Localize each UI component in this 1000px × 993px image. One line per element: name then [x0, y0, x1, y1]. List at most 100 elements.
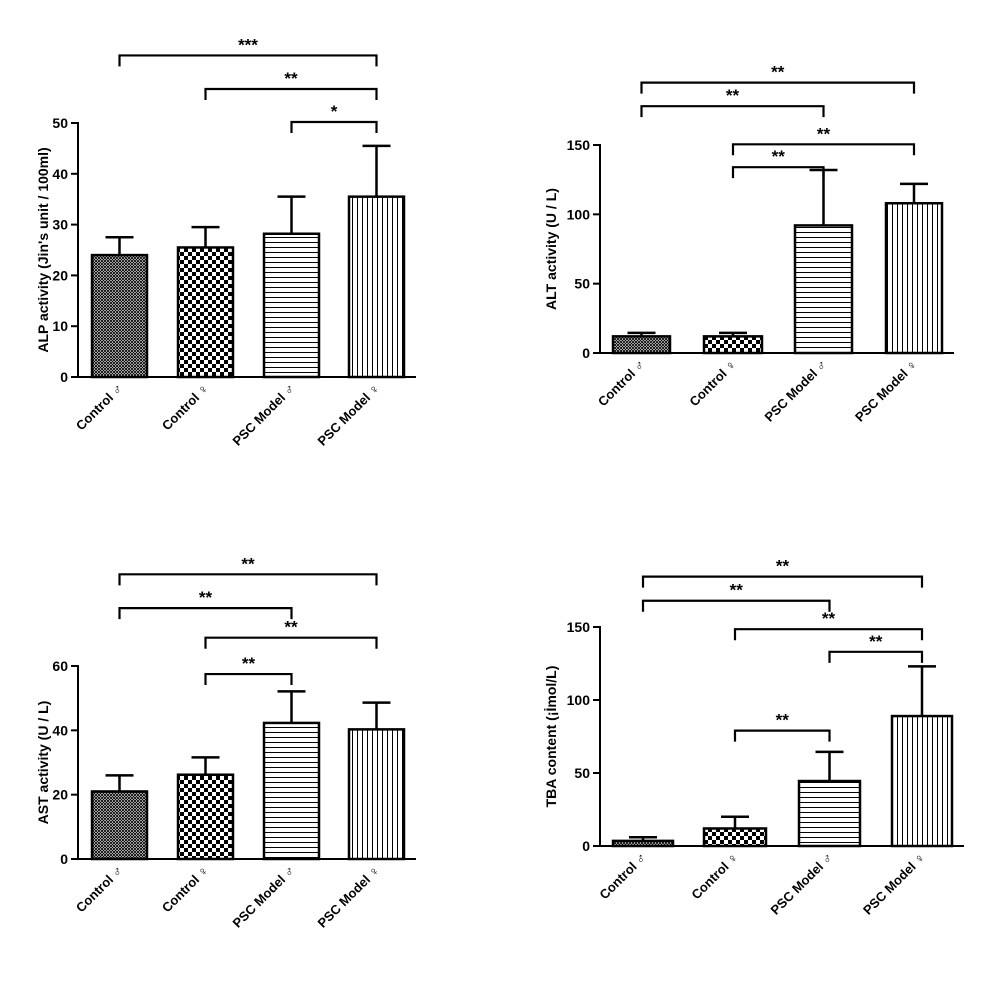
- tba-y-tick-label: 150: [567, 619, 591, 635]
- alp-y-tick-label: 40: [52, 166, 68, 182]
- alp-y-tick-label: 20: [52, 267, 68, 283]
- alp-significance-bracket: [290, 120, 378, 133]
- alt-significance-bracket: [640, 81, 916, 94]
- alp-significance-bracket: [118, 54, 378, 67]
- alt-category-label: PSC Model ♀: [852, 357, 920, 425]
- ast-chart-panel: 0 20 40 60 AST activity (U / L) Control ♂ Cont…: [35, 554, 416, 931]
- ast-error-bar-3: [362, 701, 391, 730]
- tba-y-tick-label: 100: [567, 692, 591, 708]
- alp-y-tick-label: 30: [52, 217, 68, 233]
- alt-error-bar-2: [809, 168, 838, 226]
- tba-category-label: PSC Model ♀: [860, 850, 928, 918]
- ast-bar-2: [262, 721, 321, 861]
- tba-y-tick-label: 50: [574, 765, 590, 781]
- alt-bar-2: [793, 224, 854, 355]
- ast-category-label: PSC Model ♂: [230, 863, 298, 931]
- ast-category-label: PSC Model ♀: [315, 863, 383, 931]
- tba-category-label: Control ♂: [596, 850, 649, 903]
- tba-significance-bracket: [733, 729, 831, 742]
- tba-significance-bracket: [641, 575, 924, 588]
- alp-y-tick-label: 0: [60, 369, 68, 385]
- tba-bar-3: [890, 714, 954, 848]
- ast-significance-bracket: [118, 607, 293, 620]
- alp-significance-label: *: [331, 102, 338, 121]
- alt-category-label: PSC Model ♂: [762, 357, 830, 425]
- alt-y-tick-label: 150: [567, 137, 591, 153]
- alt-category-label: Control ♀: [686, 357, 739, 410]
- ast-y-tick-label: 0: [60, 851, 68, 867]
- alt-error-bar-1: [719, 331, 747, 337]
- tba-bar-1: [702, 827, 768, 848]
- alp-y-tick-label: 10: [52, 318, 68, 334]
- tba-bar-0: [611, 839, 675, 848]
- alt-significance-label: **: [726, 86, 740, 105]
- ast-y-tick-label: 20: [52, 787, 68, 803]
- tba-significance-label: **: [869, 632, 883, 651]
- tba-error-bar-2: [815, 750, 844, 782]
- tba-y-tick-label: 0: [582, 838, 590, 854]
- alp-significance-label: ***: [238, 35, 258, 54]
- alp-category-label: Control ♂: [73, 381, 126, 434]
- ast-significance-bracket: [204, 636, 378, 649]
- tba-error-bar-1: [721, 815, 749, 829]
- tba-significance-label: **: [776, 557, 790, 576]
- alp-bar-2: [262, 232, 321, 379]
- alt-y-tick-label: 100: [567, 206, 591, 222]
- ast-bar-1: [176, 773, 235, 861]
- tba-bar-2: [797, 779, 862, 848]
- ast-bar-3: [347, 728, 406, 861]
- tba-error-bar-3: [908, 665, 936, 717]
- ast-category-label: Control ♂: [73, 863, 126, 916]
- ast-error-bar-0: [105, 774, 134, 792]
- ast-error-bar-2: [277, 690, 306, 723]
- alp-error-bar-3: [362, 144, 391, 197]
- ast-significance-label: **: [284, 618, 298, 637]
- alt-chart-panel: 0 50 100 150 ALT activity (U / L) Control ♂ Co…: [543, 63, 954, 425]
- tba-category-label: Control ♀: [688, 850, 741, 903]
- alt-bar-0: [611, 335, 672, 355]
- alt-error-bar-0: [627, 331, 656, 337]
- tba-significance-label: **: [776, 711, 790, 730]
- alp-category-label: PSC Model ♀: [315, 381, 383, 449]
- tba-significance-label: **: [730, 581, 744, 600]
- tba-significance-bracket: [828, 650, 924, 663]
- tba-category-label: PSC Model ♂: [768, 850, 836, 918]
- tba-significance-bracket: [641, 599, 831, 612]
- alp-bar-1: [176, 246, 235, 379]
- alt-significance-bracket: [731, 143, 916, 156]
- alt-bar-1: [702, 335, 764, 355]
- ast-significance-label: **: [241, 554, 255, 573]
- alp-y-tick-label: 50: [52, 115, 68, 131]
- ast-significance-bracket: [118, 573, 378, 586]
- ast-category-label: Control ♀: [159, 863, 212, 916]
- tba-significance-label: **: [822, 609, 836, 628]
- alt-significance-label: **: [772, 147, 786, 166]
- alp-significance-label: **: [284, 69, 298, 88]
- ast-significance-bracket: [204, 672, 293, 686]
- tba-chart-panel: 0 50 100 150 TBA content (¡İmol/L) Control ♂ C…: [543, 557, 964, 918]
- tba-y-axis-label: TBA content (¡İmol/L): [543, 666, 559, 808]
- ast-significance-label: **: [199, 588, 213, 607]
- alp-bar-0: [90, 253, 149, 379]
- ast-y-axis-label: AST activity (U / L): [35, 701, 51, 825]
- ast-y-tick-label: 60: [52, 658, 68, 674]
- tba-error-bar-0: [629, 835, 657, 841]
- alt-y-tick-label: 0: [582, 345, 590, 361]
- tba-significance-bracket: [733, 628, 924, 641]
- alp-category-label: Control ♀: [159, 381, 212, 434]
- alt-significance-label: **: [817, 124, 831, 143]
- ast-error-bar-1: [191, 756, 220, 775]
- ast-significance-label: **: [242, 654, 256, 673]
- alp-significance-bracket: [204, 87, 378, 100]
- alt-error-bar-3: [900, 182, 928, 204]
- alt-category-label: Control ♂: [595, 357, 648, 410]
- alt-y-axis-label: ALT activity (U / L): [543, 188, 559, 310]
- ast-y-tick-label: 40: [52, 722, 68, 738]
- alp-category-label: PSC Model ♂: [230, 381, 298, 449]
- alt-bar-3: [884, 201, 944, 355]
- alp-error-bar-0: [105, 236, 134, 256]
- alp-error-bar-1: [191, 225, 220, 248]
- alt-significance-bracket: [640, 105, 825, 118]
